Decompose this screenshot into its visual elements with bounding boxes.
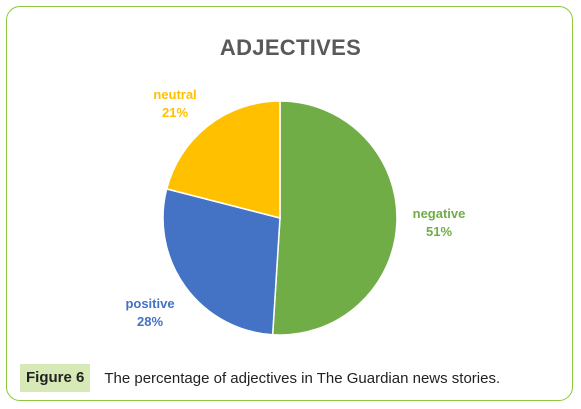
pie-slice-negative bbox=[271, 100, 398, 336]
figure-label: Figure 6 bbox=[20, 364, 91, 392]
slice-label-neutral: neutral 21% bbox=[143, 86, 207, 122]
slice-percent-positive: 28% bbox=[136, 314, 164, 329]
slice-percent-negative: 51% bbox=[425, 224, 453, 239]
pie-slice-positive bbox=[162, 187, 281, 336]
figure-caption: Figure 6 The percentage of adjectives in… bbox=[20, 364, 500, 392]
figure-caption-text: The percentage of adjectives in The Guar… bbox=[104, 369, 501, 387]
slice-label-negative: negative 51% bbox=[404, 205, 474, 241]
slice-category-positive: positive bbox=[125, 296, 175, 311]
slice-label-positive: positive 28% bbox=[116, 295, 184, 331]
slice-category-negative: negative bbox=[412, 206, 466, 221]
pie-slice-neutral bbox=[165, 100, 281, 219]
slice-category-neutral: neutral bbox=[153, 87, 197, 102]
slice-percent-neutral: 21% bbox=[161, 105, 189, 120]
chart-title: ADJECTIVES bbox=[219, 35, 362, 60]
